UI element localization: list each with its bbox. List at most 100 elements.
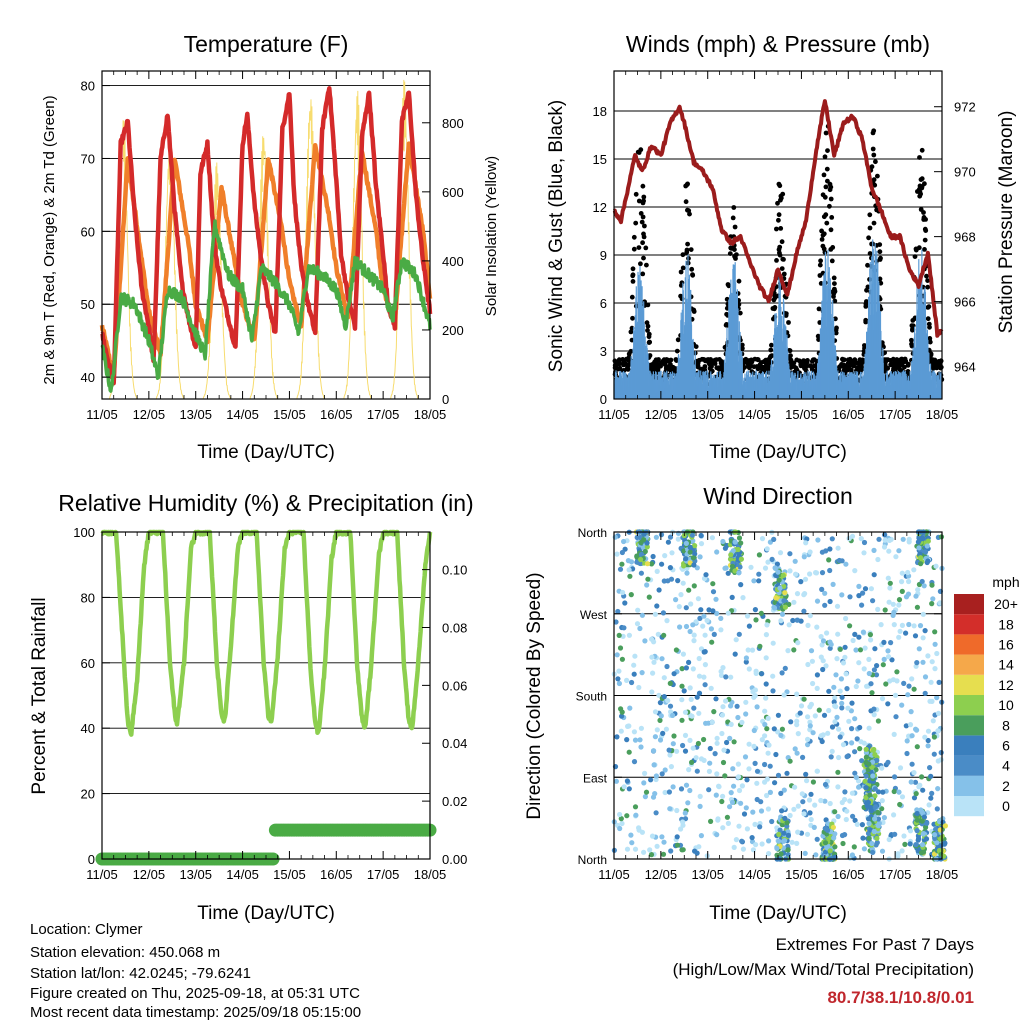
direction-point	[792, 784, 798, 790]
direction-point	[863, 785, 869, 791]
direction-point	[665, 698, 671, 704]
direction-point	[704, 617, 710, 624]
direction-point	[875, 823, 882, 829]
gust-point	[743, 356, 749, 362]
direction-point	[861, 740, 867, 746]
gust-point	[867, 251, 873, 256]
gust-point	[774, 226, 779, 232]
gust-point	[818, 258, 823, 264]
gust-point	[834, 325, 839, 331]
direction-point	[831, 684, 837, 690]
right-y-tick-label: 0.04	[442, 736, 467, 751]
direction-point	[826, 557, 832, 563]
direction-point	[659, 771, 665, 777]
direction-point	[722, 773, 728, 779]
direction-point	[906, 621, 912, 628]
direction-point	[687, 549, 693, 555]
gust-point	[741, 364, 747, 370]
direction-xlabel: Time (Day/UTC)	[709, 903, 847, 924]
gust-point	[917, 193, 923, 199]
direction-point	[687, 544, 693, 551]
direction-point	[920, 787, 926, 793]
direction-point	[632, 653, 638, 659]
direction-point	[651, 659, 657, 665]
gust-point	[802, 364, 808, 370]
direction-point	[713, 696, 719, 702]
direction-point	[725, 610, 731, 616]
direction-point	[879, 798, 885, 804]
x-tick-label: 11/05	[598, 867, 630, 882]
gust-point	[658, 360, 664, 366]
direction-point	[929, 582, 935, 588]
direction-point	[913, 726, 919, 732]
direction-point	[732, 651, 738, 657]
x-tick-label: 13/05	[691, 867, 724, 882]
gust-point	[832, 281, 837, 286]
direction-point	[752, 687, 759, 693]
direction-point	[758, 610, 764, 617]
direction-point	[643, 789, 650, 795]
direction-point	[714, 735, 720, 741]
direction-point	[674, 807, 680, 814]
direction-point	[827, 546, 833, 552]
direction-point	[633, 812, 639, 818]
direction-point	[667, 565, 674, 571]
direction-point	[714, 610, 720, 617]
direction-point	[914, 604, 921, 610]
x-tick-label: 15/05	[273, 867, 306, 882]
direction-point	[908, 779, 914, 785]
direction-point	[765, 806, 772, 812]
direction-point	[832, 844, 838, 850]
right-y-tick-label: 0.08	[442, 620, 467, 635]
gust-point	[848, 367, 854, 373]
direction-point	[649, 654, 655, 660]
direction-point	[801, 554, 807, 560]
direction-point	[695, 596, 702, 602]
direction-point	[911, 795, 918, 801]
direction-point	[653, 534, 660, 540]
direction-point	[871, 572, 877, 578]
direction-point	[798, 618, 804, 624]
direction-point	[905, 692, 911, 698]
direction-point	[668, 764, 675, 770]
direction-point	[920, 659, 926, 665]
direction-point	[779, 670, 785, 676]
direction-point	[748, 564, 754, 570]
direction-point	[733, 637, 739, 643]
direction-point	[810, 779, 817, 785]
winds-xlabel: Time (Day/UTC)	[709, 442, 847, 463]
direction-point	[631, 729, 638, 735]
direction-point	[935, 786, 941, 792]
direction-point	[802, 576, 809, 582]
direction-point	[779, 808, 785, 814]
gust-point	[841, 357, 847, 363]
direction-point	[795, 803, 801, 809]
direction-point	[719, 798, 725, 805]
direction-point	[875, 718, 882, 724]
direction-point	[740, 846, 747, 852]
direction-point	[782, 590, 788, 596]
direction-point	[853, 647, 859, 653]
direction-point	[709, 639, 715, 645]
gust-point	[645, 328, 650, 333]
gust-point	[633, 220, 639, 226]
direction-point	[639, 670, 645, 676]
gust-point	[639, 219, 645, 225]
direction-point	[753, 668, 759, 674]
direction-point	[691, 562, 697, 568]
right-y-tick-label: 0	[442, 392, 449, 407]
gust-point	[833, 330, 839, 336]
x-tick-label: 14/05	[738, 867, 771, 882]
winds-pressure-panel: Winds (mph) & Pressure (mb) Time (Day/UT…	[546, 31, 1017, 463]
direction-point	[916, 545, 922, 551]
gust-point	[895, 361, 901, 366]
direction-point	[936, 679, 942, 686]
direction-point	[937, 600, 943, 606]
gust-point	[882, 362, 888, 368]
direction-point	[918, 561, 924, 567]
direction-point	[913, 842, 919, 848]
direction-point	[909, 761, 915, 767]
direction-point	[853, 774, 859, 781]
direction-point	[753, 617, 759, 623]
gust-point	[693, 344, 699, 349]
